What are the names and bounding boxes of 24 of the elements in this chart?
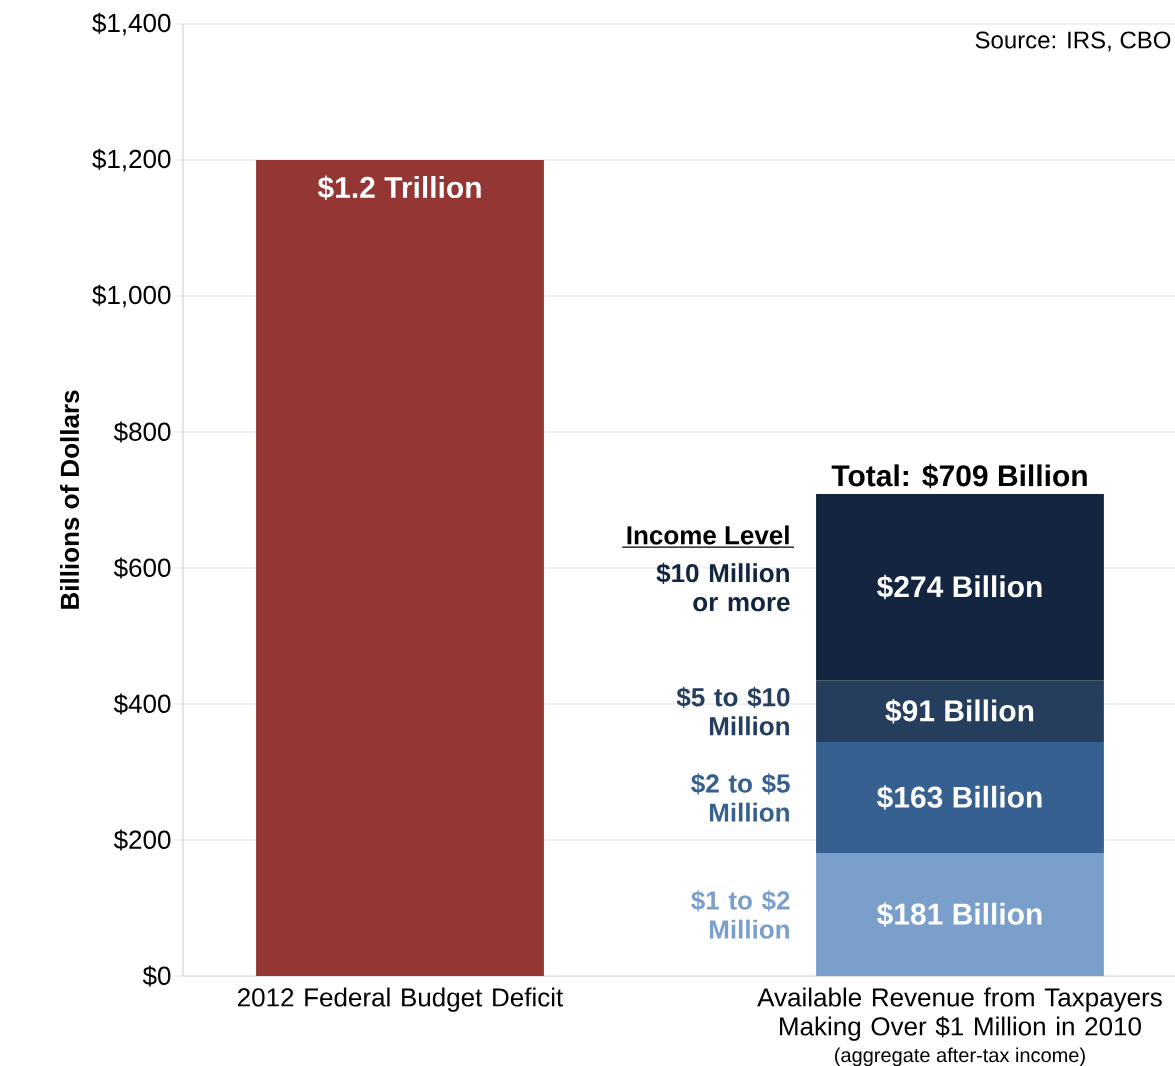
series-label: $1 to $2 Million (691, 890, 790, 939)
series-label: $10 Million or more (656, 562, 790, 612)
series-label: $2 to $5 Million (691, 773, 790, 822)
y-tick-label: $1,000 (92, 284, 171, 308)
annotation: Source: IRS, CBO (975, 31, 1171, 52)
y-tick-label: $400 (113, 693, 171, 715)
y-tick-label: $600 (113, 557, 171, 579)
x-tick-label: 2012 Federal Budget Deficit (237, 987, 564, 1012)
y-tick-label: $1,200 (92, 148, 171, 172)
y-tick-label: $0 (142, 965, 171, 987)
data-label: $181 Billion (877, 902, 1042, 927)
text: (aggregate after-tax income) (835, 1047, 1085, 1066)
data-label: $274 Billion (877, 574, 1042, 600)
y-tick-label: $1,400 (92, 12, 171, 36)
total-label: Total: $709 Billion (831, 463, 1087, 489)
data-label: $163 Billion (877, 785, 1042, 810)
x-tick-label: Available Revenue from Taxpayers Making Over $1 Million in 2010 (757, 987, 1162, 1041)
y-tick-label: $200 (113, 829, 171, 851)
data-label: $91 Billion (885, 698, 1034, 724)
series-label: $5 to $10 Million (676, 686, 790, 736)
y-tick-label: $800 (113, 421, 171, 443)
legend-title: Income Level (627, 525, 789, 545)
y-axis-title: Billions of Dollars (59, 390, 80, 609)
annotation: $1.2 Trillion (317, 175, 481, 201)
